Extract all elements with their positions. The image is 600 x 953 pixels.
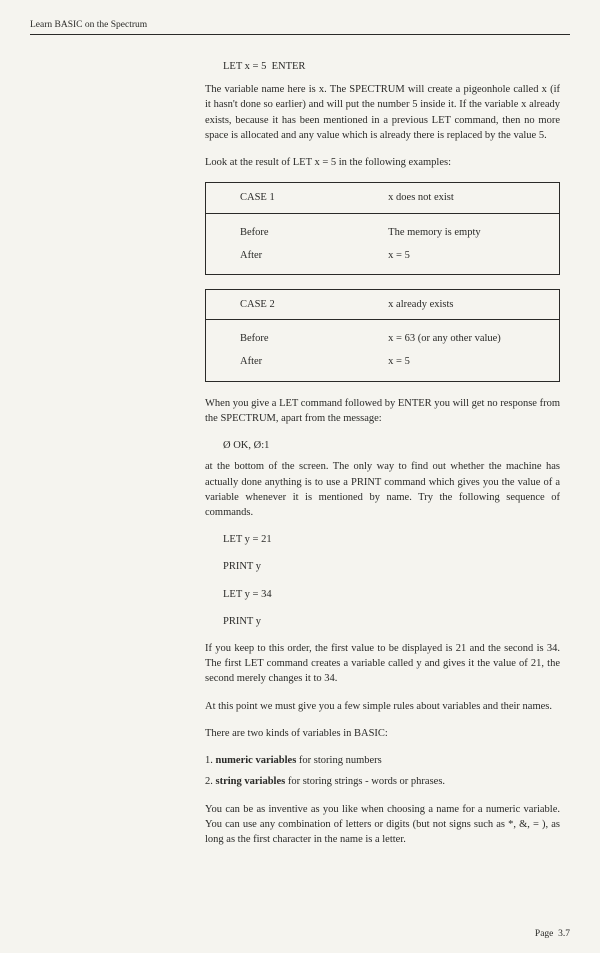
case1-cond: x does not exist <box>354 183 559 213</box>
seq-4: PRINT y <box>223 614 560 629</box>
para-8: You can be as inventive as you like when… <box>205 802 560 848</box>
case1-title: CASE 1 <box>206 183 355 213</box>
case2-title: CASE 2 <box>206 289 355 319</box>
page-number: Page 3.7 <box>535 929 570 939</box>
body-content: LET x = 5 ENTER The variable name here i… <box>205 59 560 847</box>
variable-kinds-list: 1. numeric variables for storing numbers… <box>205 753 560 789</box>
header-rule <box>30 34 570 35</box>
case2-before-l: Before <box>240 327 354 350</box>
running-head: Learn BASIC on the Spectrum <box>30 20 570 30</box>
command-sequence: LET y = 21 PRINT y LET y = 34 PRINT y <box>223 532 560 629</box>
para-3: When you give a LET command followed by … <box>205 396 560 426</box>
kind-numeric: 1. numeric variables for storing numbers <box>205 753 560 768</box>
case1-before-r: The memory is empty <box>388 221 559 244</box>
ok-message: Ø OK, Ø:1 <box>223 438 560 453</box>
para-5: If you keep to this order, the first val… <box>205 641 560 687</box>
case1-before-l: Before <box>240 221 354 244</box>
case1-after-r: x = 5 <box>388 244 559 267</box>
seq-2: PRINT y <box>223 559 560 574</box>
para-4: at the bottom of the screen. The only wa… <box>205 459 560 520</box>
case2-before-r: x = 63 (or any other value) <box>388 327 559 350</box>
kind-string: 2. string variables for storing strings … <box>205 774 560 789</box>
case2-after-r: x = 5 <box>388 350 559 373</box>
case2-after-l: After <box>240 350 354 373</box>
case2-cond: x already exists <box>354 289 559 319</box>
code-let-x: LET x = 5 ENTER <box>223 59 560 74</box>
case1-after-l: After <box>240 244 354 267</box>
seq-1: LET y = 21 <box>223 532 560 547</box>
para-6: At this point we must give you a few sim… <box>205 699 560 714</box>
para-2: Look at the result of LET x = 5 in the f… <box>205 155 560 170</box>
table-case-1: CASE 1 x does not exist Before After The… <box>205 182 560 275</box>
para-7: There are two kinds of variables in BASI… <box>205 726 560 741</box>
para-1: The variable name here is x. The SPECTRU… <box>205 82 560 143</box>
table-case-2: CASE 2 x already exists Before After x =… <box>205 289 560 382</box>
seq-3: LET y = 34 <box>223 587 560 602</box>
